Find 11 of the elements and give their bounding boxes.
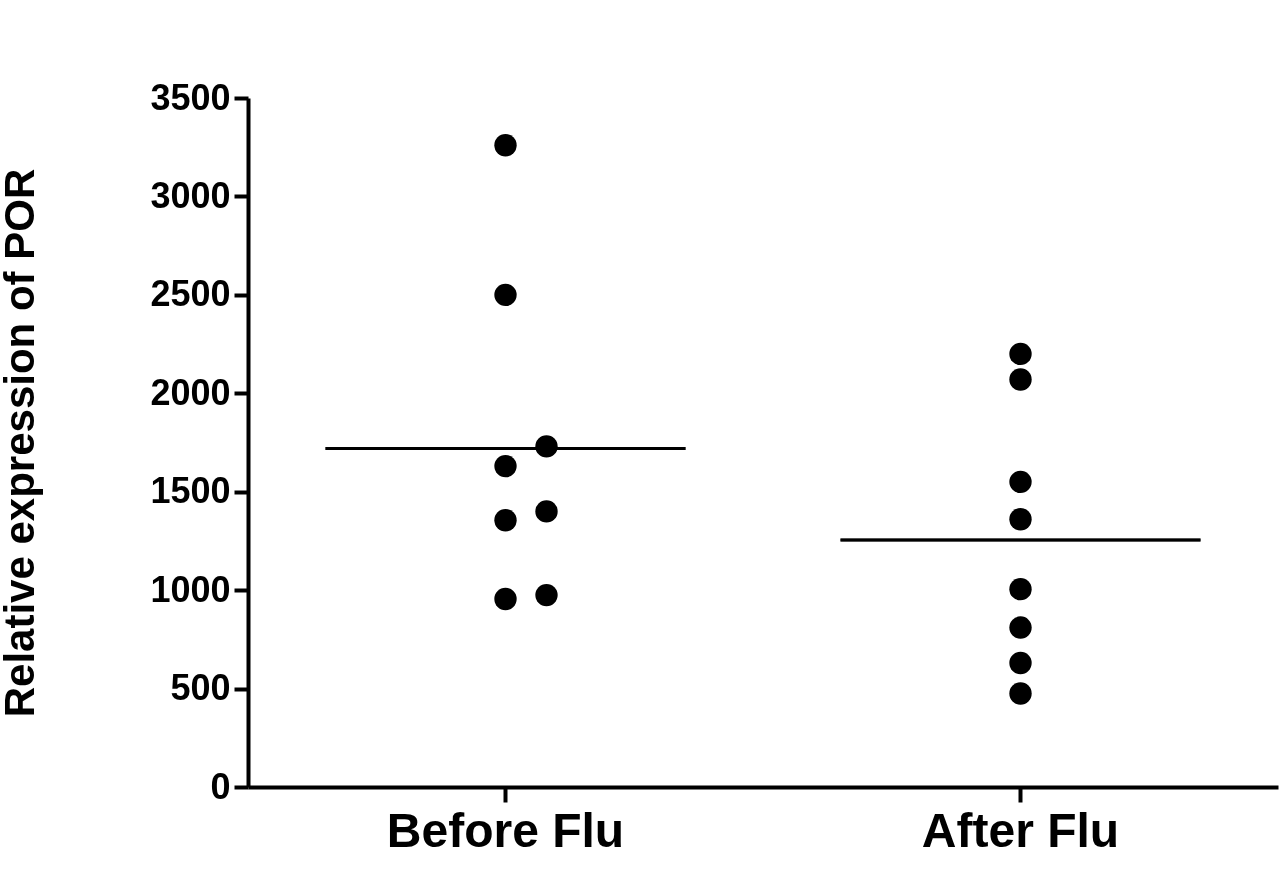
y-tick-label: 2000: [150, 371, 231, 413]
y-tick-label: 0: [210, 765, 231, 807]
x-tick-label: After Flu: [921, 803, 1120, 857]
x-tick-label: Before Flu: [386, 803, 625, 857]
y-tick-label: 3500: [150, 76, 231, 118]
y-tick-label: 500: [170, 667, 231, 709]
y-tick-label: 1000: [150, 568, 231, 610]
y-axis-title: Relative expression of POR: [0, 168, 43, 718]
y-tick-label: 3000: [150, 174, 231, 216]
y-tick-label: 2500: [150, 273, 231, 315]
y-tick-label: 1500: [150, 470, 231, 512]
